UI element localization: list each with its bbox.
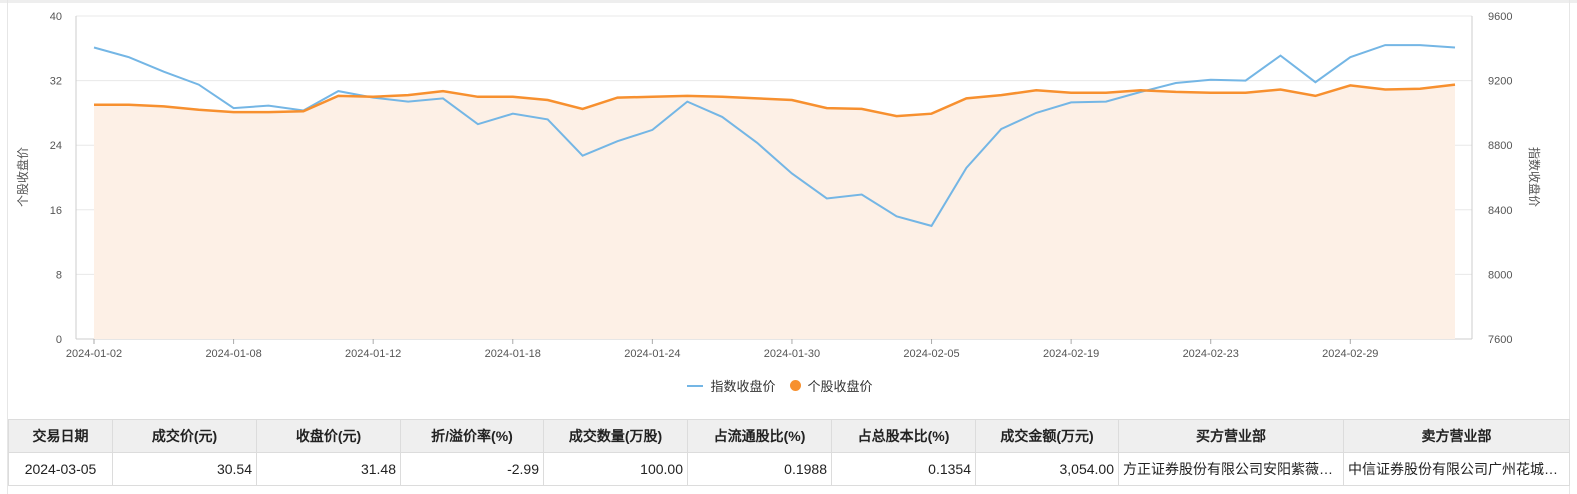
left-tick-label: 24 xyxy=(50,140,62,152)
header-volume[interactable]: 成交数量(万股) xyxy=(543,419,688,453)
header-total-ratio[interactable]: 占总股本比(%) xyxy=(831,419,976,453)
left-tick-label: 16 xyxy=(50,205,62,217)
cell-volume: 100.00 xyxy=(543,452,688,486)
right-tick-label: 8800 xyxy=(1488,140,1512,152)
index-close-line[interactable] xyxy=(93,44,1456,228)
legend-line-icon xyxy=(687,384,704,387)
header-amount[interactable]: 成交金额(万元) xyxy=(975,419,1119,453)
right-y-axis-title: 指数收盘价 xyxy=(1527,147,1542,207)
legend-label-index: 指数收盘价 xyxy=(710,379,776,394)
left-tick-label: 0 xyxy=(56,334,62,346)
top-border xyxy=(0,0,1577,3)
header-close[interactable]: 收盘价(元) xyxy=(256,419,401,453)
x-tick-label: 2024-01-12 xyxy=(345,348,401,360)
cell-amount: 3,054.00 xyxy=(975,452,1119,486)
right-tick-label: 9200 xyxy=(1488,76,1512,88)
right-tick-label: 7600 xyxy=(1488,334,1512,346)
x-tick-label: 2024-01-30 xyxy=(764,348,820,360)
table-row: 2024-03-05 30.54 31.48 -2.99 100.00 0.19… xyxy=(8,452,1570,486)
cell-float-ratio: 0.1988 xyxy=(687,452,832,486)
cell-buyer[interactable]: 方正证券股份有限公司安阳紫薇大道证券营业部 xyxy=(1118,452,1344,486)
legend-dot-icon xyxy=(789,380,801,391)
cell-total-ratio: 0.1354 xyxy=(831,452,976,486)
right-border xyxy=(1569,0,1570,494)
cell-close: 31.48 xyxy=(256,452,401,486)
x-tick-label: 2024-02-19 xyxy=(1043,348,1099,360)
right-y-axis-ticks: 7600 8000 8400 8800 9200 9600 xyxy=(1488,11,1512,346)
stock-close-line[interactable] xyxy=(94,83,1456,118)
x-axis-ticks: 2024-01-02 2024-01-08 2024-01-12 2024-01-18… xyxy=(66,339,1378,360)
right-tick-label: 8400 xyxy=(1488,205,1512,217)
x-tick-label: 2024-02-05 xyxy=(903,348,959,360)
stock-index-chart: 0 8 16 24 32 40 7600 8000 8400 8800 9200 9600 2024… xyxy=(15,11,1542,360)
legend-item-stock[interactable]: 个股收盘价 xyxy=(789,376,873,395)
x-tick-label: 2024-01-18 xyxy=(485,348,541,360)
axes xyxy=(75,16,1473,339)
left-y-axis-title: 个股收盘价 xyxy=(15,147,30,207)
header-float-ratio[interactable]: 占流通股比(%) xyxy=(687,419,832,453)
right-tick-label: 9600 xyxy=(1488,11,1512,23)
x-tick-label: 2024-01-08 xyxy=(205,348,261,360)
left-y-axis-ticks: 0 8 16 24 32 40 xyxy=(50,11,62,346)
stock-close-area xyxy=(94,84,1455,339)
right-tick-label: 8000 xyxy=(1488,269,1512,281)
left-tick-label: 8 xyxy=(56,269,62,281)
table-header-row: 交易日期 成交价(元) 收盘价(元) 折/溢价率(%) 成交数量(万股) 占流通… xyxy=(8,419,1570,453)
left-border xyxy=(7,0,8,494)
header-buyer[interactable]: 买方营业部 xyxy=(1118,419,1344,453)
legend-label-stock: 个股收盘价 xyxy=(807,379,873,394)
chart-legend: 指数收盘价 个股收盘价 xyxy=(0,376,1560,395)
cell-date: 2024-03-05 xyxy=(8,452,113,486)
header-date[interactable]: 交易日期 xyxy=(8,419,113,453)
cell-seller[interactable]: 中信证券股份有限公司广州花城大道证券营业部 xyxy=(1343,452,1570,486)
header-premium[interactable]: 折/溢价率(%) xyxy=(400,419,544,453)
x-tick-label: 2024-02-23 xyxy=(1183,348,1239,360)
x-tick-label: 2024-01-02 xyxy=(66,348,122,360)
block-trade-table: 交易日期 成交价(元) 收盘价(元) 折/溢价率(%) 成交数量(万股) 占流通… xyxy=(8,419,1570,486)
legend-item-index[interactable]: 指数收盘价 xyxy=(687,376,776,395)
header-price[interactable]: 成交价(元) xyxy=(112,419,257,453)
x-tick-label: 2024-01-24 xyxy=(624,348,680,360)
header-seller[interactable]: 卖方营业部 xyxy=(1343,419,1570,453)
cell-premium: -2.99 xyxy=(400,452,544,486)
left-tick-label: 32 xyxy=(50,76,62,88)
cell-price: 30.54 xyxy=(112,452,257,486)
x-tick-label: 2024-02-29 xyxy=(1322,348,1378,360)
left-tick-label: 40 xyxy=(50,11,62,23)
